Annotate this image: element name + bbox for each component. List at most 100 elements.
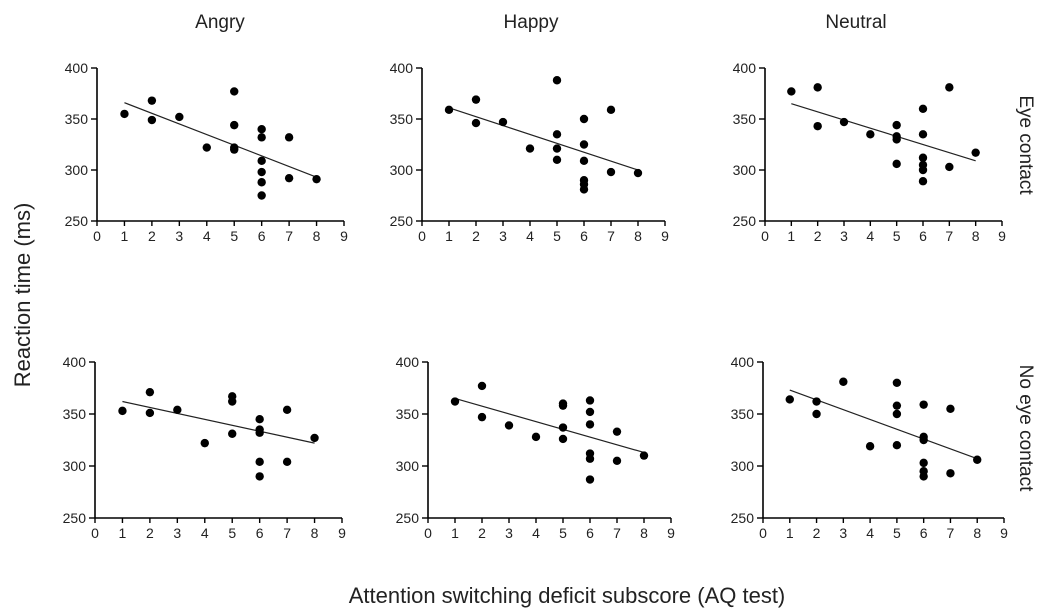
data-point bbox=[284, 133, 294, 142]
data-point bbox=[310, 433, 319, 443]
column-title-happy: Happy bbox=[504, 12, 559, 33]
x-tick-label: 5 bbox=[559, 525, 567, 541]
data-point bbox=[946, 404, 955, 413]
x-tick-label: 6 bbox=[258, 228, 266, 244]
x-tick-label: 7 bbox=[947, 525, 955, 541]
y-tick-label: 400 bbox=[390, 60, 414, 76]
data-point bbox=[255, 457, 264, 467]
y-tick-label: 300 bbox=[733, 162, 757, 178]
x-axis-label: Attention switching deficit subscore (AQ… bbox=[349, 583, 786, 608]
data-point bbox=[579, 156, 589, 166]
y-tick-label: 300 bbox=[390, 162, 414, 178]
data-point bbox=[282, 405, 292, 415]
data-point bbox=[477, 381, 487, 391]
x-tick-label: 9 bbox=[340, 228, 348, 244]
x-tick-label: 2 bbox=[478, 525, 486, 541]
x-tick-label: 9 bbox=[1000, 525, 1008, 541]
data-point bbox=[946, 469, 955, 478]
x-tick-label: 8 bbox=[973, 525, 981, 541]
x-tick-label: 2 bbox=[146, 525, 154, 541]
x-tick-label: 0 bbox=[418, 228, 426, 244]
data-point bbox=[147, 96, 157, 105]
data-point bbox=[282, 457, 292, 467]
y-tick-label: 300 bbox=[63, 458, 87, 474]
y-tick-label: 350 bbox=[731, 406, 755, 422]
x-tick-label: 2 bbox=[814, 228, 822, 244]
x-tick-label: 7 bbox=[607, 228, 615, 244]
data-point bbox=[147, 115, 157, 125]
x-tick-label: 4 bbox=[526, 228, 534, 244]
data-point bbox=[945, 162, 954, 172]
data-point bbox=[892, 378, 902, 387]
x-tick-label: 7 bbox=[945, 228, 953, 244]
x-tick-label: 8 bbox=[311, 525, 319, 541]
trend-line bbox=[454, 397, 645, 454]
data-point bbox=[558, 401, 568, 410]
y-axis-label: Reaction time (ms) bbox=[10, 203, 35, 388]
data-point bbox=[230, 145, 239, 154]
data-point bbox=[471, 118, 481, 128]
y-tick-label: 350 bbox=[65, 111, 89, 127]
data-point bbox=[919, 472, 928, 481]
data-point bbox=[531, 432, 541, 442]
data-point bbox=[813, 83, 822, 92]
x-tick-label: 2 bbox=[472, 228, 480, 244]
data-point bbox=[919, 400, 928, 409]
data-point bbox=[257, 133, 266, 142]
y-tick-label: 350 bbox=[733, 111, 757, 127]
x-tick-label: 5 bbox=[230, 228, 238, 244]
data-point bbox=[585, 420, 595, 429]
x-tick-label: 3 bbox=[173, 525, 181, 541]
data-point bbox=[918, 165, 928, 175]
data-point bbox=[892, 441, 902, 450]
data-point bbox=[892, 409, 902, 419]
x-tick-label: 1 bbox=[786, 525, 794, 541]
x-tick-label: 7 bbox=[613, 525, 621, 541]
x-tick-label: 3 bbox=[839, 525, 847, 541]
data-point bbox=[812, 409, 821, 419]
column-title-angry: Angry bbox=[195, 12, 245, 33]
data-point bbox=[813, 121, 822, 131]
data-point bbox=[255, 472, 264, 481]
data-point bbox=[230, 87, 239, 96]
x-tick-label: 8 bbox=[634, 228, 642, 244]
trend-line bbox=[791, 103, 976, 162]
data-point bbox=[257, 191, 266, 200]
data-point bbox=[202, 143, 211, 152]
x-tick-label: 0 bbox=[759, 525, 767, 541]
data-point bbox=[498, 117, 508, 127]
y-tick-label: 300 bbox=[731, 458, 755, 474]
data-point bbox=[257, 125, 266, 134]
data-point bbox=[639, 451, 649, 460]
y-tick-label: 400 bbox=[65, 60, 89, 76]
x-tick-label: 7 bbox=[285, 228, 293, 244]
data-point bbox=[585, 475, 595, 484]
data-point bbox=[120, 109, 129, 119]
x-tick-label: 5 bbox=[893, 228, 901, 244]
data-point bbox=[919, 458, 928, 468]
data-point bbox=[228, 429, 237, 438]
data-point bbox=[787, 87, 796, 96]
panel-happy-eye-contact: 250 300 350 400 0 1 2 3 4 5 6 7 8 9 bbox=[390, 60, 669, 244]
y-tick-label: 400 bbox=[396, 354, 420, 370]
x-tick-label: 0 bbox=[761, 228, 769, 244]
data-point bbox=[918, 153, 928, 162]
data-point bbox=[579, 185, 589, 194]
data-point bbox=[255, 428, 264, 437]
data-point bbox=[918, 130, 928, 139]
x-tick-label: 4 bbox=[532, 525, 540, 541]
data-point bbox=[585, 454, 595, 463]
data-point bbox=[839, 117, 849, 127]
y-tick-label: 250 bbox=[396, 510, 420, 526]
data-point bbox=[606, 167, 616, 177]
data-point bbox=[284, 173, 294, 183]
y-tick-label: 400 bbox=[63, 354, 87, 370]
data-point bbox=[865, 442, 875, 451]
x-tick-label: 6 bbox=[256, 525, 264, 541]
row-label-no-eye-contact: No eye contact bbox=[1015, 365, 1036, 492]
x-tick-label: 3 bbox=[840, 228, 848, 244]
y-tick-label: 250 bbox=[731, 510, 755, 526]
data-point bbox=[612, 427, 622, 436]
data-point bbox=[918, 177, 928, 186]
y-tick-label: 300 bbox=[396, 458, 420, 474]
